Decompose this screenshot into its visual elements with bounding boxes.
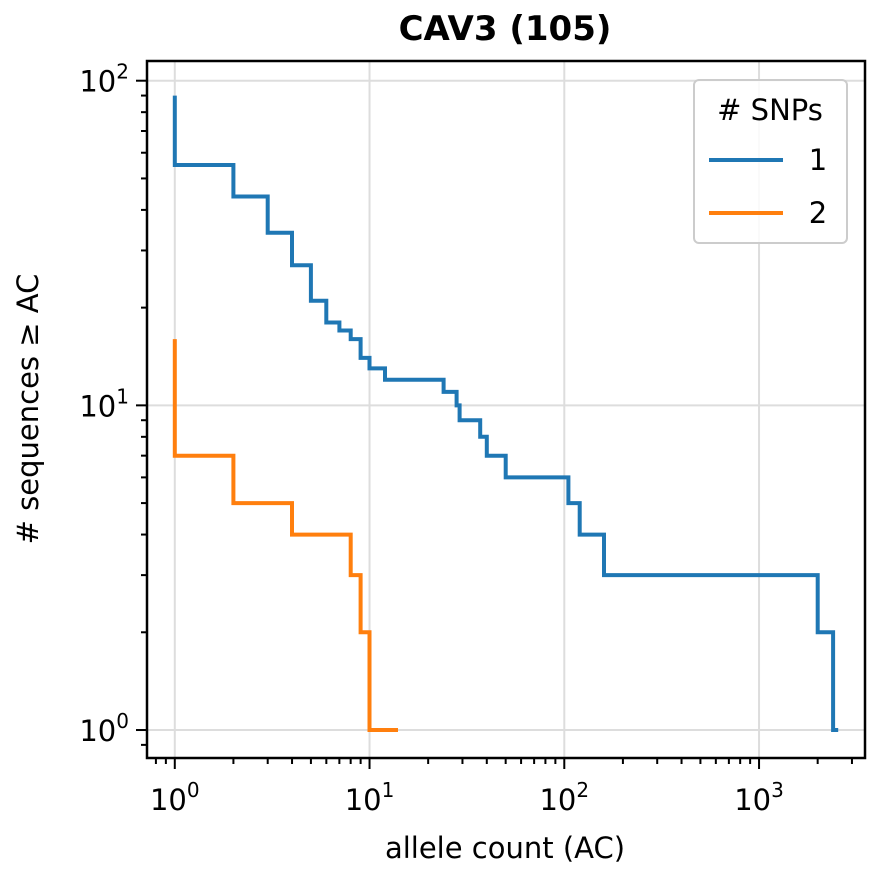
x-tick-label: 101 <box>345 778 395 817</box>
chart-title: CAV3 (105) <box>399 9 612 49</box>
legend-label-1: 1 <box>809 143 827 177</box>
y-axis-label: # sequences ≥ AC <box>11 274 45 545</box>
x-tick-label: 100 <box>150 778 200 817</box>
y-tick-label: 101 <box>79 384 129 423</box>
y-tick-label: 100 <box>79 709 129 748</box>
legend: # SNPs 12 <box>693 79 848 244</box>
legend-label-2: 2 <box>809 196 827 230</box>
legend-title: # SNPs <box>717 93 823 127</box>
series-line-2 <box>172 339 398 732</box>
x-tick-label: 102 <box>539 778 589 817</box>
x-tick-label: 103 <box>734 778 784 817</box>
x-axis-label: allele count (AC) <box>385 831 625 865</box>
legend-items: 12 <box>709 143 827 230</box>
axis-ticks: 100 101 102 103 100 101 102 <box>79 60 853 817</box>
y-tick-label: 102 <box>79 60 129 99</box>
series-layer <box>172 95 839 732</box>
series-line-1 <box>172 95 839 732</box>
